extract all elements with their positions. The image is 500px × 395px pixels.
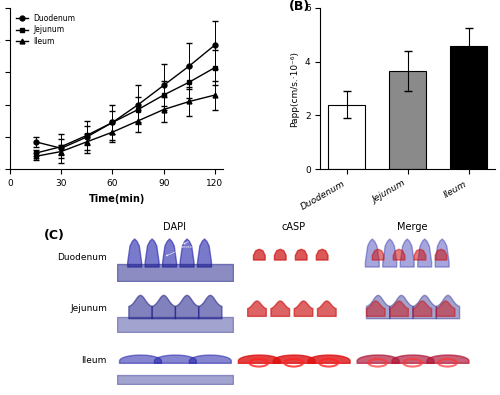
Text: Ileum: Ileum xyxy=(82,356,107,365)
Y-axis label: Papp(cm/s.·10⁻⁶): Papp(cm/s.·10⁻⁶) xyxy=(290,51,300,126)
X-axis label: Time(min): Time(min) xyxy=(88,194,145,203)
Text: Merge: Merge xyxy=(398,222,428,232)
Text: Duodenum: Duodenum xyxy=(57,253,107,262)
Text: (C): (C) xyxy=(44,229,65,242)
Text: Intestinal villus: Intestinal villus xyxy=(184,233,214,244)
Bar xyxy=(450,45,487,169)
Text: Jejunum: Jejunum xyxy=(70,304,107,313)
Bar xyxy=(390,71,426,169)
Text: cASP: cASP xyxy=(282,222,306,232)
Bar xyxy=(328,105,365,169)
Text: DAPI: DAPI xyxy=(164,222,186,232)
Text: serosa: serosa xyxy=(166,245,192,256)
Legend: Duodenum, Jejunum, Ileum: Duodenum, Jejunum, Ileum xyxy=(14,12,78,48)
Text: (B): (B) xyxy=(289,0,310,13)
